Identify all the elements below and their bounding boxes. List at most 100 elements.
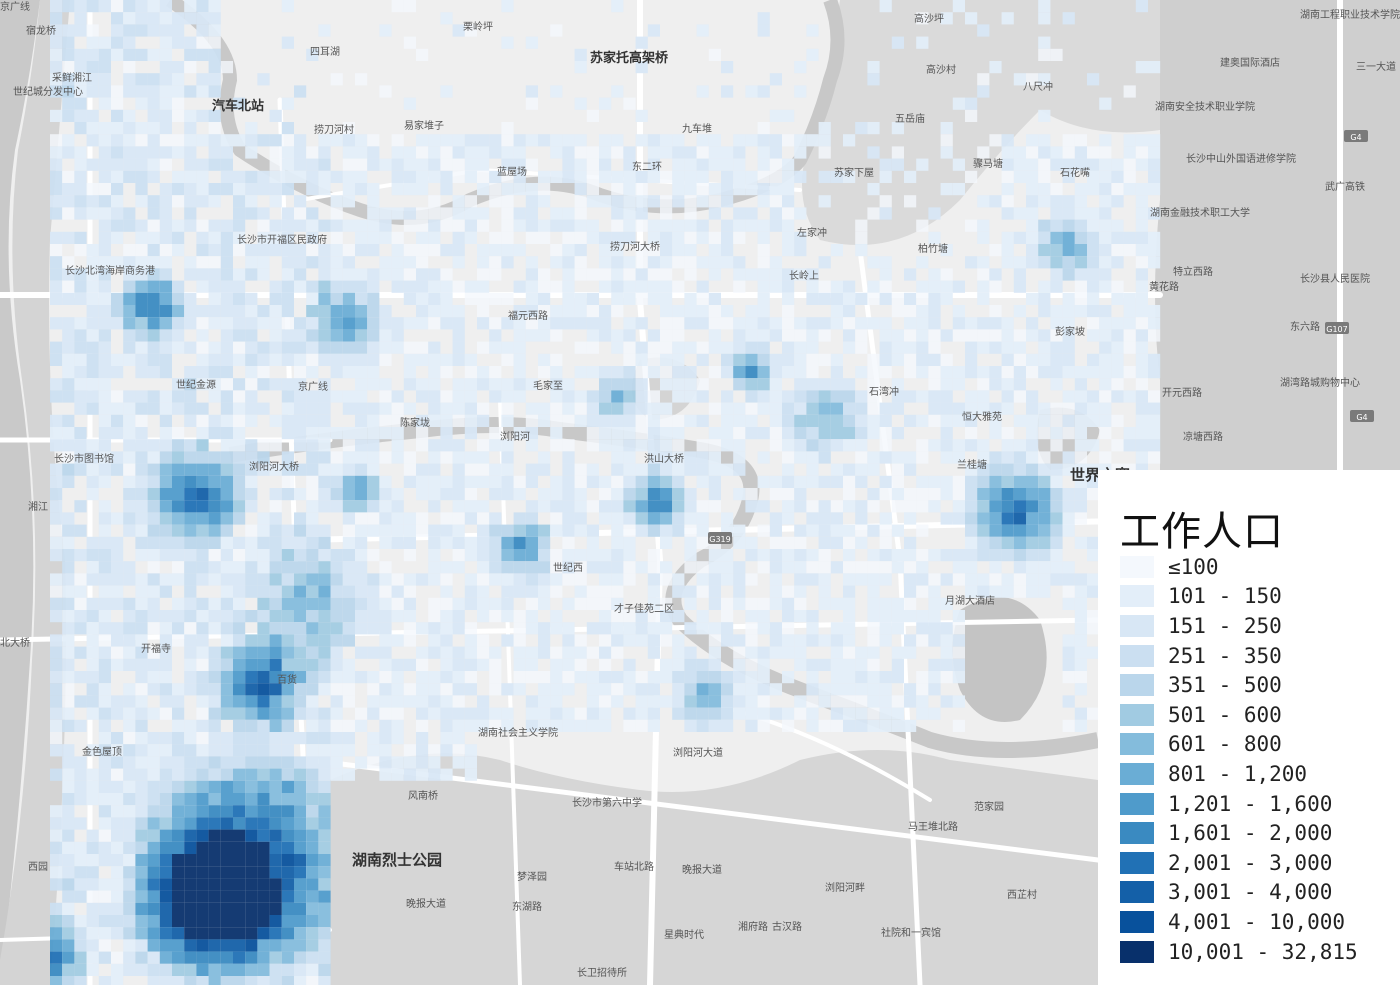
- grid-cell: [367, 671, 380, 684]
- grid-cell: [1062, 134, 1075, 147]
- grid-cell: [306, 500, 319, 513]
- grid-cell: [794, 134, 807, 147]
- grid-cell: [574, 207, 587, 220]
- grid-cell: [757, 475, 770, 488]
- grid-cell: [1038, 36, 1051, 49]
- grid-cell: [794, 439, 807, 452]
- grid-cell: [562, 292, 575, 305]
- grid-cell: [111, 536, 124, 549]
- grid-cell: [220, 963, 233, 976]
- grid-cell: [965, 256, 978, 269]
- legend-swatch: [1120, 881, 1154, 904]
- grid-cell: [306, 146, 319, 159]
- grid-cell: [891, 500, 904, 513]
- grid-cell: [257, 829, 270, 842]
- grid-cell: [62, 927, 75, 940]
- grid-cell: [98, 671, 111, 684]
- grid-cell: [684, 158, 697, 171]
- grid-cell: [294, 195, 307, 208]
- grid-cell: [50, 671, 63, 684]
- grid-cell: [342, 463, 355, 476]
- grid-cell: [586, 707, 599, 720]
- grid-cell: [159, 414, 172, 427]
- grid-cell: [306, 805, 319, 818]
- map-place-label: 蓝屋场: [497, 165, 527, 178]
- grid-cell: [208, 658, 221, 671]
- grid-cell: [184, 829, 197, 842]
- grid-cell: [806, 427, 819, 440]
- grid-cell: [342, 268, 355, 281]
- grid-cell: [123, 390, 136, 403]
- grid-cell: [233, 244, 246, 257]
- grid-cell: [940, 439, 953, 452]
- grid-cell: [830, 695, 843, 708]
- grid-cell: [452, 207, 465, 220]
- grid-cell: [647, 292, 660, 305]
- grid-cell: [1026, 463, 1039, 476]
- grid-cell: [977, 549, 990, 562]
- grid-cell: [330, 329, 343, 342]
- grid-cell: [86, 683, 99, 696]
- grid-cell: [1099, 195, 1112, 208]
- grid-cell: [623, 451, 636, 464]
- grid-cell: [257, 963, 270, 976]
- grid-cell: [574, 170, 587, 183]
- grid-cell: [855, 719, 868, 732]
- grid-cell: [123, 561, 136, 574]
- grid-cell: [184, 61, 197, 74]
- grid-cell: [952, 671, 965, 684]
- grid-cell: [1026, 585, 1039, 598]
- grid-cell: [721, 341, 734, 354]
- grid-cell: [550, 244, 563, 257]
- grid-cell: [733, 707, 746, 720]
- grid-cell: [1001, 341, 1014, 354]
- grid-cell: [428, 622, 441, 635]
- grid-cell: [928, 207, 941, 220]
- grid-cell: [916, 451, 929, 464]
- grid-cell: [233, 134, 246, 147]
- map-place-label: 长沙北湾海岸商务港: [65, 264, 155, 277]
- grid-cell: [452, 195, 465, 208]
- grid-cell: [1013, 585, 1026, 598]
- grid-cell: [318, 634, 331, 647]
- grid-cell: [1135, 390, 1148, 403]
- grid-cell: [757, 646, 770, 659]
- grid-cell: [525, 573, 538, 586]
- grid-cell: [159, 512, 172, 525]
- grid-cell: [806, 280, 819, 293]
- grid-cell: [464, 573, 477, 586]
- grid-cell: [379, 390, 392, 403]
- grid-cell: [708, 305, 721, 318]
- grid-cell: [635, 512, 648, 525]
- grid-cell: [672, 280, 685, 293]
- grid-cell: [379, 597, 392, 610]
- grid-cell: [98, 915, 111, 928]
- grid-cell: [513, 622, 526, 635]
- grid-cell: [721, 158, 734, 171]
- grid-cell: [550, 561, 563, 574]
- grid-cell: [452, 622, 465, 635]
- grid-cell: [440, 646, 453, 659]
- grid-cell: [599, 512, 612, 525]
- grid-cell: [379, 573, 392, 586]
- grid-cell: [355, 146, 368, 159]
- grid-cell: [513, 207, 526, 220]
- grid-cell: [757, 219, 770, 232]
- grid-cell: [208, 976, 221, 985]
- grid-cell: [220, 292, 233, 305]
- grid-cell: [269, 610, 282, 623]
- grid-cell: [245, 573, 258, 586]
- grid-cell: [233, 488, 246, 501]
- grid-cell: [330, 585, 343, 598]
- grid-cell: [428, 207, 441, 220]
- grid-cell: [318, 780, 331, 793]
- grid-cell: [769, 488, 782, 501]
- grid-cell: [464, 353, 477, 366]
- grid-cell: [62, 646, 75, 659]
- grid-cell: [391, 573, 404, 586]
- grid-cell: [1038, 536, 1051, 549]
- grid-cell: [501, 463, 514, 476]
- grid-cell: [501, 183, 514, 196]
- grid-cell: [830, 439, 843, 452]
- grid-cell: [879, 488, 892, 501]
